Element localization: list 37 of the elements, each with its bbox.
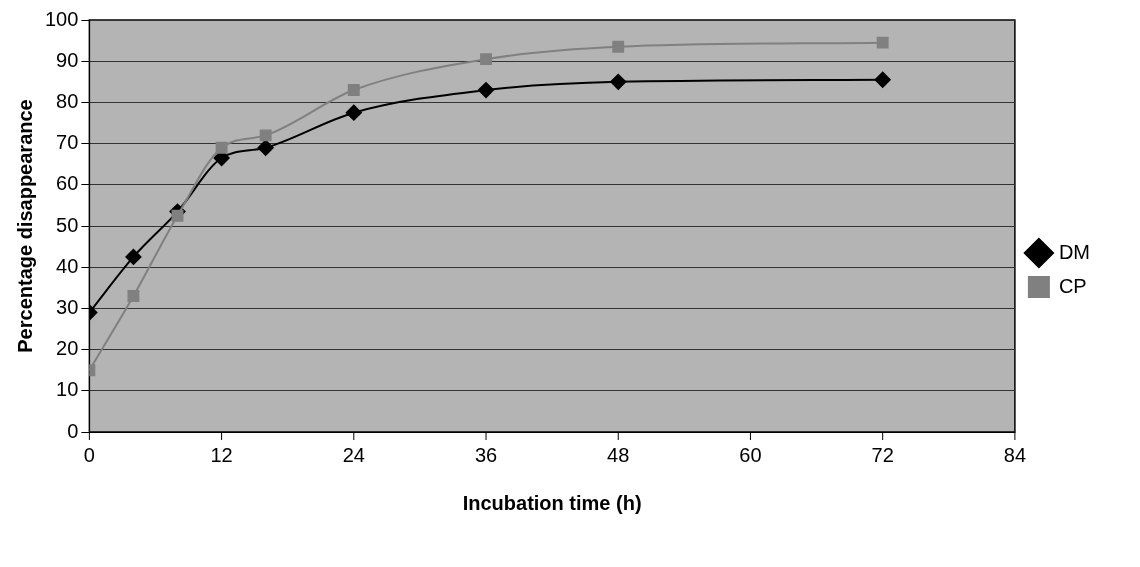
y-tick-label: 50: [56, 213, 79, 236]
y-axis-title: Percentage disappearance: [13, 99, 36, 353]
x-tick-label: 48: [607, 443, 630, 466]
y-tick-label: 100: [44, 7, 79, 30]
point: [874, 71, 891, 88]
point: [478, 82, 495, 99]
point: [259, 129, 272, 142]
y-tick-label: 0: [67, 419, 79, 442]
point: [347, 84, 360, 96]
y-tick-label: 70: [56, 131, 79, 154]
y-tick-label: 60: [56, 172, 79, 195]
x-tick-label: 12: [210, 443, 233, 466]
y-tick-label: 80: [56, 89, 79, 112]
y-tick-label: 20: [56, 337, 79, 360]
point: [125, 248, 142, 265]
legend-label: CP: [1058, 274, 1087, 297]
point: [257, 139, 274, 156]
x-tick-label: 84: [1003, 443, 1027, 466]
x-tick-label: 72: [871, 443, 894, 466]
point: [127, 290, 140, 302]
x-tick-label: 36: [474, 443, 498, 466]
y-tick-label: 30: [56, 295, 79, 318]
y-tick-label: 40: [56, 254, 79, 277]
point: [612, 40, 625, 53]
point: [480, 53, 492, 66]
point: [610, 73, 627, 90]
point: [876, 36, 889, 49]
point: [345, 104, 362, 121]
x-axis-title: Incubation time (h): [462, 491, 642, 514]
y-tick-label: 90: [56, 48, 79, 71]
legend-label: DM: [1058, 240, 1091, 263]
point: [215, 141, 228, 154]
x-tick-label: 60: [739, 443, 762, 466]
y-tick-label: 10: [56, 378, 79, 401]
x-tick-label: 0: [83, 443, 95, 466]
point: [171, 209, 184, 222]
x-tick-label: 24: [342, 443, 365, 466]
